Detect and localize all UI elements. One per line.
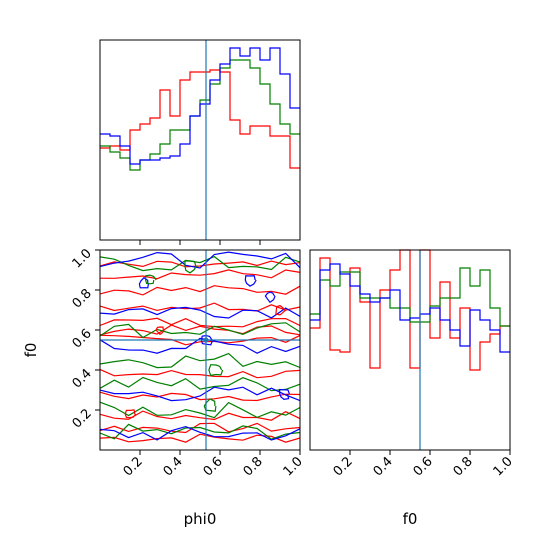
y-tick-label-f0-1: 0.4 [70,366,95,391]
contour-red-line-7 [99,317,301,328]
contour-red-line-10 [99,269,301,280]
contour-green-line-3 [99,352,301,369]
contour-red-line-8 [99,302,301,312]
contour-red-island-6 [275,304,287,316]
contour-blue-line-0 [99,425,301,441]
x-tick-label-phi0-0: 0.2 [121,454,146,479]
y-tick-label-f0-3: 0.8 [70,286,95,311]
y-tick-label-f0-0: 0.2 [70,406,95,431]
contour-blue-line-2 [99,337,301,354]
contour-red-line-6 [99,324,301,336]
contour-red-line-11 [99,260,301,268]
contour-green-island-4 [184,260,198,274]
contour-green-island-3 [144,274,157,285]
x-tick-label-phi0-1: 0.4 [161,454,186,479]
truth-point [203,337,209,343]
contour-red-line-3 [99,391,301,402]
contour-blue-line-3 [99,306,301,319]
x-tick-label-f0-1: 0.4 [371,454,396,479]
x-axis-label-phi0: phi0 [184,510,217,528]
x-tick-label-f0-2: 0.6 [411,454,436,479]
x-axis-label-f0: f0 [403,510,418,528]
contour-green-line-1 [99,401,301,419]
x-tick-label-f0-4: 1.0 [491,454,516,479]
contour-blue-line-4 [99,251,301,269]
y-axis-label-f0: f0 [22,343,40,358]
contour-red-line-1 [99,422,301,434]
panel-frame-left [99,249,301,451]
contour-green-line-0 [99,423,301,440]
hist-f0-green-series [310,267,510,327]
x-tick-label-f0-3: 0.8 [451,454,476,479]
hist-phi0-red-series [100,69,300,169]
contour-green-line-2 [99,376,301,392]
x-tick-label-phi0-3: 0.8 [241,454,266,479]
x-tick-label-f0-0: 0.2 [331,454,356,479]
x-tick-label-phi0-4: 1.0 [281,454,306,479]
contour-red-line-9 [99,285,301,296]
contour-red-line-4 [99,368,301,379]
contour-green-island-5 [203,398,217,412]
contour-green-line-4 [99,322,301,339]
contour-blue-line-1 [99,386,301,402]
contour-blue-island-2 [264,291,276,304]
hist-phi0-blue-series [100,47,300,165]
contour-green-line-5 [99,255,301,272]
contour-blue-island-11 [278,388,290,401]
contour-blue-island-0 [138,276,149,289]
hist-f0-blue-series [310,263,510,353]
y-tick-label-f0-4: 1.0 [70,246,95,271]
x-tick-label-phi0-2: 0.6 [201,454,226,479]
contour-red-island-10 [155,326,165,336]
panel-frame-top [99,39,301,241]
contour-red-island-7 [124,409,137,419]
contour-green-island-8 [208,364,224,377]
panel-frame-right [309,249,511,451]
contour-blue-island-9 [244,275,257,287]
y-tick-label-f0-2: 0.6 [70,326,95,351]
contour-red-line-5 [99,334,301,346]
